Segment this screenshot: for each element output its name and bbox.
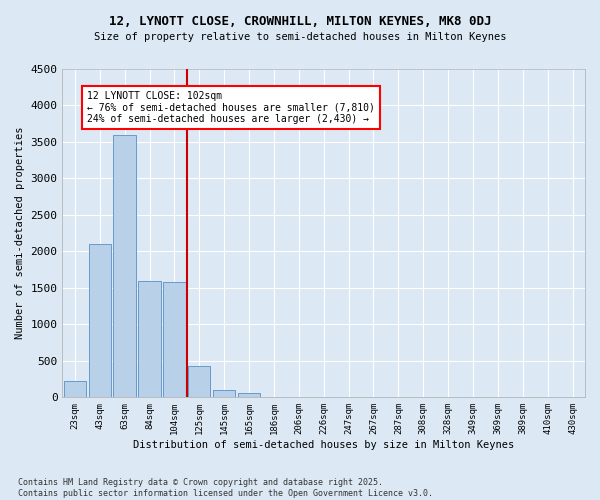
X-axis label: Distribution of semi-detached houses by size in Milton Keynes: Distribution of semi-detached houses by … — [133, 440, 514, 450]
Y-axis label: Number of semi-detached properties: Number of semi-detached properties — [15, 127, 25, 340]
Bar — [238, 393, 260, 398]
Text: 12 LYNOTT CLOSE: 102sqm
← 76% of semi-detached houses are smaller (7,810)
24% of: 12 LYNOTT CLOSE: 102sqm ← 76% of semi-de… — [88, 91, 375, 124]
Text: 12, LYNOTT CLOSE, CROWNHILL, MILTON KEYNES, MK8 0DJ: 12, LYNOTT CLOSE, CROWNHILL, MILTON KEYN… — [109, 15, 491, 28]
Text: Contains HM Land Registry data © Crown copyright and database right 2025.
Contai: Contains HM Land Registry data © Crown c… — [18, 478, 433, 498]
Bar — [188, 366, 211, 398]
Bar — [213, 390, 235, 398]
Bar — [163, 282, 185, 398]
Bar — [139, 280, 161, 398]
Bar — [89, 244, 111, 398]
Bar — [64, 380, 86, 398]
Bar — [113, 134, 136, 398]
Text: Size of property relative to semi-detached houses in Milton Keynes: Size of property relative to semi-detach… — [94, 32, 506, 42]
